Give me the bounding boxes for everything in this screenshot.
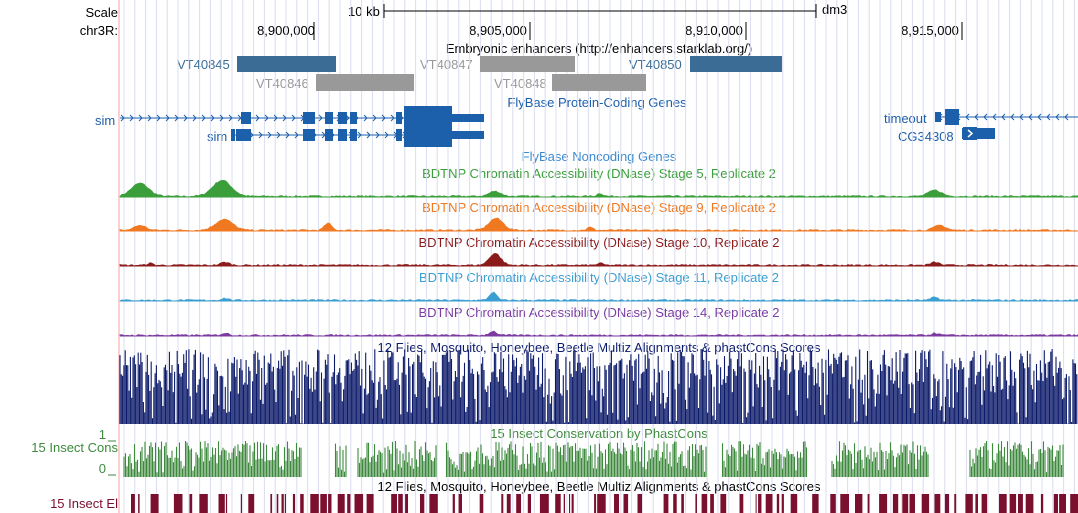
enhancer-box	[237, 56, 336, 72]
dnase-signal	[119, 291, 1078, 302]
phastcons-track	[123, 441, 1064, 477]
assembly-label: dm3	[822, 2, 848, 17]
chrom-label: chr3R:	[79, 23, 118, 38]
scale-label: Scale	[85, 5, 118, 20]
dnase-signal	[119, 179, 1078, 198]
multiz-conservation-track	[119, 349, 1078, 424]
enhancer-label[interactable]: VT40845	[177, 57, 230, 72]
enhancer-label[interactable]: VT40848	[494, 76, 547, 91]
gene-models	[120, 106, 1078, 147]
dnase-tracks	[119, 179, 1078, 337]
scale-bar	[383, 4, 817, 18]
ruler-ticks	[313, 22, 963, 40]
enhancer-label[interactable]: VT40846	[256, 76, 309, 91]
phastcons-max-label: 1	[98, 427, 106, 442]
dnase-signal	[119, 253, 1078, 267]
enhancer-box	[480, 56, 575, 72]
enhancer-box	[552, 74, 646, 91]
gene-track-title: FlyBase Protein-Coding Genes	[507, 95, 687, 110]
enhancer-label[interactable]: VT40847	[420, 57, 473, 72]
gene-label-sim[interactable]: sim	[95, 113, 116, 128]
enhancer-box	[690, 56, 782, 72]
conserved-elements-track	[131, 494, 1078, 513]
enhancer-box	[316, 74, 414, 91]
scale-bar-text: 10 kb	[348, 4, 380, 19]
grid-lines	[123, 0, 1075, 513]
dnase-signal	[119, 217, 1078, 232]
gene-label-timeout[interactable]: timeout	[884, 111, 927, 126]
phastcons-min-label: 0	[98, 461, 106, 476]
elements-left-label[interactable]: 15 Insect El	[50, 496, 118, 511]
dnase-signal	[119, 330, 1078, 337]
phastcons-left-label[interactable]: 15 Insect Cons	[31, 440, 118, 455]
gene-label-sim[interactable]: sim	[207, 129, 228, 144]
